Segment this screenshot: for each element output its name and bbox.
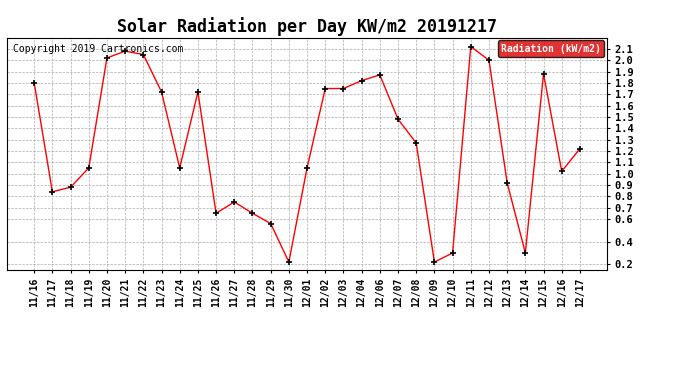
- Text: Copyright 2019 Cartronics.com: Copyright 2019 Cartronics.com: [13, 45, 184, 54]
- Legend: Radiation (kW/m2): Radiation (kW/m2): [497, 40, 604, 57]
- Title: Solar Radiation per Day KW/m2 20191217: Solar Radiation per Day KW/m2 20191217: [117, 17, 497, 36]
